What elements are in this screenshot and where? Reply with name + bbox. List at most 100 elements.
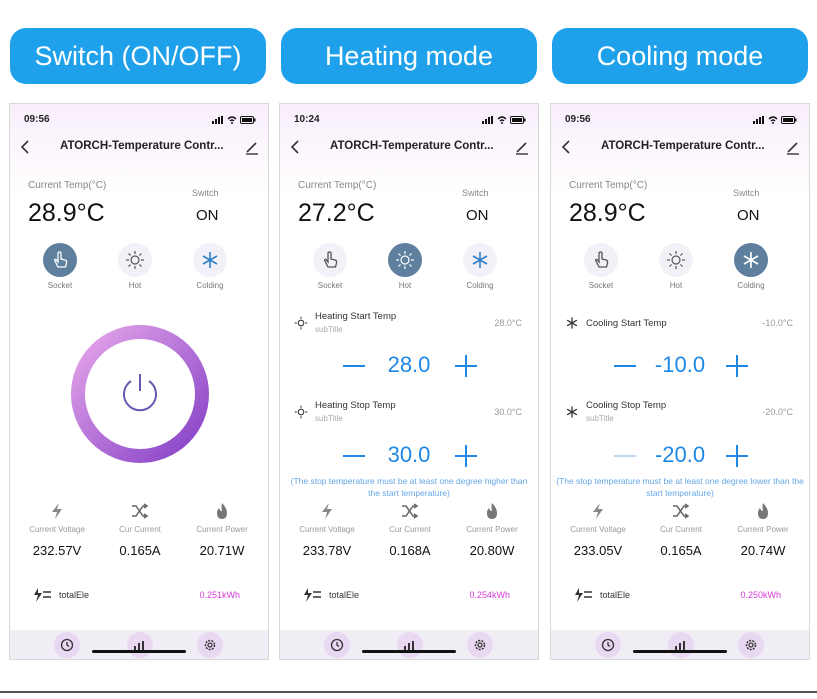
stepper-value: 30.0 xyxy=(387,442,431,467)
power-toggle-button[interactable] xyxy=(65,319,215,469)
minus-button[interactable] xyxy=(614,365,636,367)
gear-icon xyxy=(204,639,216,651)
mode-hot-button[interactable]: Hot xyxy=(375,243,435,290)
battery-icon xyxy=(240,116,256,124)
minus-button[interactable] xyxy=(343,365,365,367)
mode-socket-button[interactable]: Socket xyxy=(571,243,631,290)
energy-icon xyxy=(304,588,321,602)
system-icons xyxy=(482,116,526,124)
mode-colding-button[interactable]: Colding xyxy=(450,243,510,290)
plus-button[interactable] xyxy=(726,355,748,377)
header-heating-mode: Heating mode xyxy=(281,28,537,84)
plus-button[interactable] xyxy=(455,355,477,377)
mode-label: Socket xyxy=(588,281,614,290)
page-title: ATORCH-Temperature Contr... xyxy=(601,140,765,152)
snowflake-icon xyxy=(566,406,578,418)
flame-icon xyxy=(217,503,227,519)
tab-schedule[interactable] xyxy=(324,632,350,658)
home-indicator xyxy=(362,650,456,653)
nav-bar: ATORCH-Temperature Contr... xyxy=(280,138,538,158)
metric-current: Cur Current 0.165A xyxy=(641,501,721,558)
back-icon[interactable] xyxy=(288,138,304,156)
tab-schedule[interactable] xyxy=(54,632,80,658)
metric-current: Cur Current 0.168A xyxy=(370,501,450,558)
tab-statistics[interactable] xyxy=(397,632,423,658)
hand-icon xyxy=(54,251,68,268)
snowflake-icon xyxy=(566,317,578,329)
current-temp-label: Current Temp(°C) xyxy=(569,180,648,191)
shuffle-icon xyxy=(132,503,149,519)
cooling-stop-current: -20.0°C xyxy=(762,407,793,417)
lightning-icon xyxy=(593,503,603,519)
cooling-stop-stepper: -20.0 xyxy=(551,442,809,472)
status-bar: 09:56 xyxy=(563,114,797,128)
metric-current: Cur Current 0.165A xyxy=(100,501,180,558)
mode-label: Hot xyxy=(398,281,412,290)
cooling-start-current: -10.0°C xyxy=(762,318,793,328)
back-icon[interactable] xyxy=(18,138,34,156)
hand-icon xyxy=(595,251,609,268)
cooling-start-stepper: -10.0 xyxy=(551,352,809,382)
mode-label: Hot xyxy=(128,281,142,290)
clock-icon xyxy=(601,638,615,652)
lightning-icon xyxy=(322,503,332,519)
plus-button[interactable] xyxy=(726,445,748,467)
current-temp-value: 27.2°C xyxy=(298,199,375,227)
mode-colding-button[interactable]: Colding xyxy=(721,243,781,290)
stepper-value: 28.0 xyxy=(387,352,431,377)
minus-button[interactable] xyxy=(614,455,636,457)
status-time: 09:56 xyxy=(565,114,591,125)
tab-statistics[interactable] xyxy=(668,632,694,658)
shuffle-icon xyxy=(402,503,419,519)
chart-icon xyxy=(675,641,685,651)
mode-label: Colding xyxy=(196,281,224,290)
lightning-icon xyxy=(52,503,62,519)
snowflake-icon xyxy=(472,252,488,268)
switch-state: ON xyxy=(466,207,489,224)
metric-power: Current Power 20.80W xyxy=(452,501,532,558)
cooling-start-label: Cooling Start Temp xyxy=(586,318,667,329)
tab-statistics[interactable] xyxy=(127,632,153,658)
mode-socket-button[interactable]: Socket xyxy=(30,243,90,290)
heating-stop-current: 30.0°C xyxy=(494,407,522,417)
mode-socket-button[interactable]: Socket xyxy=(300,243,360,290)
current-temp-value: 28.9°C xyxy=(28,199,105,227)
cooling-stop-subtitle: subTitle xyxy=(586,414,614,423)
plus-button[interactable] xyxy=(455,445,477,467)
sun-icon xyxy=(294,316,308,330)
validation-hint: (The stop temperature must be at least o… xyxy=(290,476,528,498)
heating-stop-subtitle: subTitle xyxy=(315,414,343,423)
home-indicator xyxy=(92,650,186,653)
edit-icon[interactable] xyxy=(785,138,801,156)
switch-label: Switch xyxy=(733,188,760,198)
phone-screen-switch: 09:56 ATORCH-Temperature Contr... Curren… xyxy=(9,103,269,660)
mode-colding-button[interactable]: Colding xyxy=(180,243,240,290)
total-energy-label: totalEle xyxy=(600,590,631,600)
tab-settings[interactable] xyxy=(197,632,223,658)
page-title: ATORCH-Temperature Contr... xyxy=(60,140,224,152)
edit-icon[interactable] xyxy=(244,138,260,156)
bottom-tab-bar xyxy=(551,630,809,659)
tab-settings[interactable] xyxy=(467,632,493,658)
mode-hot-button[interactable]: Hot xyxy=(105,243,165,290)
tab-settings[interactable] xyxy=(738,632,764,658)
clock-icon xyxy=(60,638,74,652)
metric-voltage: Current Voltage 232.57V xyxy=(17,501,97,558)
tab-schedule[interactable] xyxy=(595,632,621,658)
edit-icon[interactable] xyxy=(514,138,530,156)
minus-button[interactable] xyxy=(343,455,365,457)
mode-label: Colding xyxy=(737,281,765,290)
nav-bar: ATORCH-Temperature Contr... xyxy=(10,138,268,158)
sun-icon xyxy=(294,405,308,419)
nav-bar: ATORCH-Temperature Contr... xyxy=(551,138,809,158)
mode-label: Socket xyxy=(317,281,343,290)
heating-start-stepper: 28.0 xyxy=(280,352,538,382)
gear-icon xyxy=(474,639,486,651)
flame-icon xyxy=(487,503,497,519)
total-energy-label: totalEle xyxy=(59,590,90,600)
switch-label: Switch xyxy=(192,188,219,198)
energy-icon xyxy=(34,588,51,602)
status-bar: 09:56 xyxy=(22,114,256,128)
mode-hot-button[interactable]: Hot xyxy=(646,243,706,290)
back-icon[interactable] xyxy=(559,138,575,156)
